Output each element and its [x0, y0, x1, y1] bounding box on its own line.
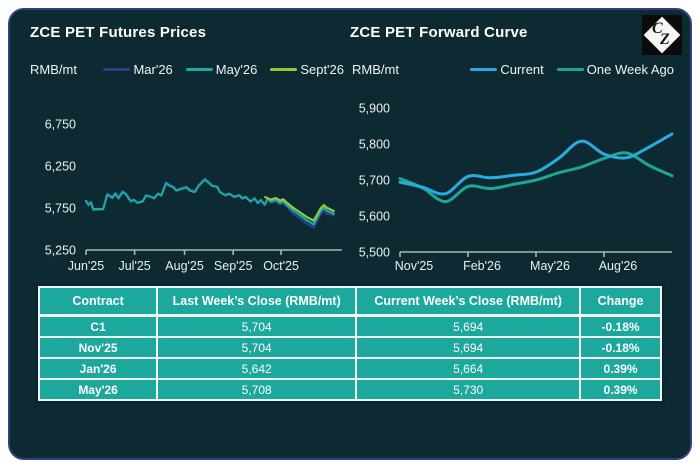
legend-item-one-week-ago: One Week Ago [556, 62, 674, 77]
futures-y-axis-unit: RMB/mt [30, 62, 77, 77]
legend-item-current: Current [470, 62, 544, 77]
table-cell-current: 5,730 [355, 378, 582, 401]
table-header-change: Change [579, 286, 662, 317]
logo-letter-c: C [652, 20, 663, 37]
y-tick-label: 6,250 [45, 160, 76, 174]
legend-label: Mar'26 [133, 62, 173, 77]
futures-chart-title: ZCE PET Futures Prices [30, 24, 207, 41]
x-tick-label: Jun'25 [68, 259, 104, 273]
y-tick-label: 5,600 [359, 210, 390, 224]
y-tick-label: 5,500 [359, 246, 390, 260]
cz-logo: C Z [642, 15, 682, 55]
series-line-may-26 [84, 178, 335, 226]
legend-swatch [470, 67, 498, 72]
legend-swatch [270, 67, 298, 72]
x-tick-label: May'26 [530, 259, 570, 273]
forward-curve-title: ZCE PET Forward Curve [350, 24, 528, 41]
dashboard-frame: ZCE PET Futures Prices RMB/mt Mar'26 May'… [8, 8, 692, 460]
x-tick-label: Nov'25 [395, 259, 434, 273]
forward-curve-panel: ZCE PET Forward Curve RMB/mt Current One … [342, 18, 678, 274]
futures-chart-panel: ZCE PET Futures Prices RMB/mt Mar'26 May'… [30, 18, 348, 274]
legend-item-may-26: May'26 [185, 62, 258, 77]
x-tick-label: Feb'26 [463, 259, 501, 273]
table-cell-contract: May'26 [37, 378, 159, 401]
table-cell-current: 5,694 [355, 336, 582, 359]
legend-label: Sept'26 [300, 62, 344, 77]
x-tick-label: Jul'25 [118, 259, 150, 273]
series-line-one-week-ago [398, 151, 674, 204]
table-row: Jan'26 5,642 5,664 0.39% [37, 357, 662, 380]
table-cell-change: 0.39% [579, 378, 662, 401]
table-row: C1 5,704 5,694 -0.18% [37, 314, 662, 338]
table-cell-contract: C1 [37, 314, 159, 338]
legend-swatch [103, 67, 131, 72]
table-header-current-week-close: Current Week’s Close (RMB/mt) [355, 286, 582, 317]
x-tick-label: Aug'26 [599, 259, 638, 273]
y-tick-label: 6,750 [45, 118, 76, 132]
futures-legend-row: RMB/mt Mar'26 May'26 Sept'26 [30, 62, 344, 77]
y-tick-label: 5,750 [45, 202, 76, 216]
table-header-last-week-close: Last Week’s Close (RMB/mt) [156, 286, 358, 317]
table-cell-current: 5,664 [355, 357, 582, 380]
legend-item-sept-26: Sept'26 [270, 62, 344, 77]
x-tick-label: Sep'25 [214, 259, 253, 273]
table-cell-contract: Nov'25 [37, 336, 159, 359]
table-header-contract: Contract [37, 286, 159, 317]
futures-chart-legend: Mar'26 May'26 Sept'26 [103, 62, 344, 77]
table-cell-last: 5,704 [156, 336, 358, 359]
table-cell-change: -0.18% [579, 314, 662, 338]
table-cell-change: -0.18% [579, 336, 662, 359]
table-cell-contract: Jan'26 [37, 357, 159, 380]
logo-letter-z: Z [660, 31, 670, 48]
legend-label: Current [500, 62, 544, 77]
forward-curve-legend: Current One Week Ago [470, 62, 674, 77]
table-header-row: Contract Last Week’s Close (RMB/mt) Curr… [37, 286, 662, 317]
weekly-close-table: Contract Last Week’s Close (RMB/mt) Curr… [35, 283, 665, 404]
forward-legend-row: RMB/mt Current One Week Ago [352, 62, 674, 77]
x-tick-label: Aug'25 [165, 259, 204, 273]
table-row: Nov'25 5,704 5,694 -0.18% [37, 336, 662, 359]
y-tick-label: 5,250 [45, 244, 76, 258]
y-tick-label: 5,700 [359, 174, 390, 188]
series-line-mar-26 [84, 177, 335, 229]
table-cell-last: 5,642 [156, 357, 358, 380]
weekly-close-table-wrap: Contract Last Week’s Close (RMB/mt) Curr… [35, 283, 665, 404]
legend-swatch [185, 67, 213, 72]
table-row: May'26 5,708 5,730 0.39% [37, 378, 662, 401]
legend-swatch [556, 67, 584, 72]
legend-item-mar-26: Mar'26 [103, 62, 173, 77]
forward-curve-plot: 5,900 5,800 5,700 5,600 5,500 Nov'25 Feb'26 May… [359, 102, 674, 273]
forward-y-axis-unit: RMB/mt [352, 62, 399, 77]
legend-label: One Week Ago [586, 62, 674, 77]
y-tick-label: 5,800 [359, 138, 390, 152]
table-cell-last: 5,704 [156, 314, 358, 338]
table-cell-last: 5,708 [156, 378, 358, 401]
series-line-current [398, 132, 674, 196]
y-tick-label: 5,900 [359, 102, 390, 116]
series-line-sept-26 [264, 196, 335, 222]
legend-label: May'26 [215, 62, 258, 77]
table-cell-change: 0.39% [579, 357, 662, 380]
x-tick-label: Oct'25 [263, 259, 299, 273]
table-cell-current: 5,694 [355, 314, 582, 338]
